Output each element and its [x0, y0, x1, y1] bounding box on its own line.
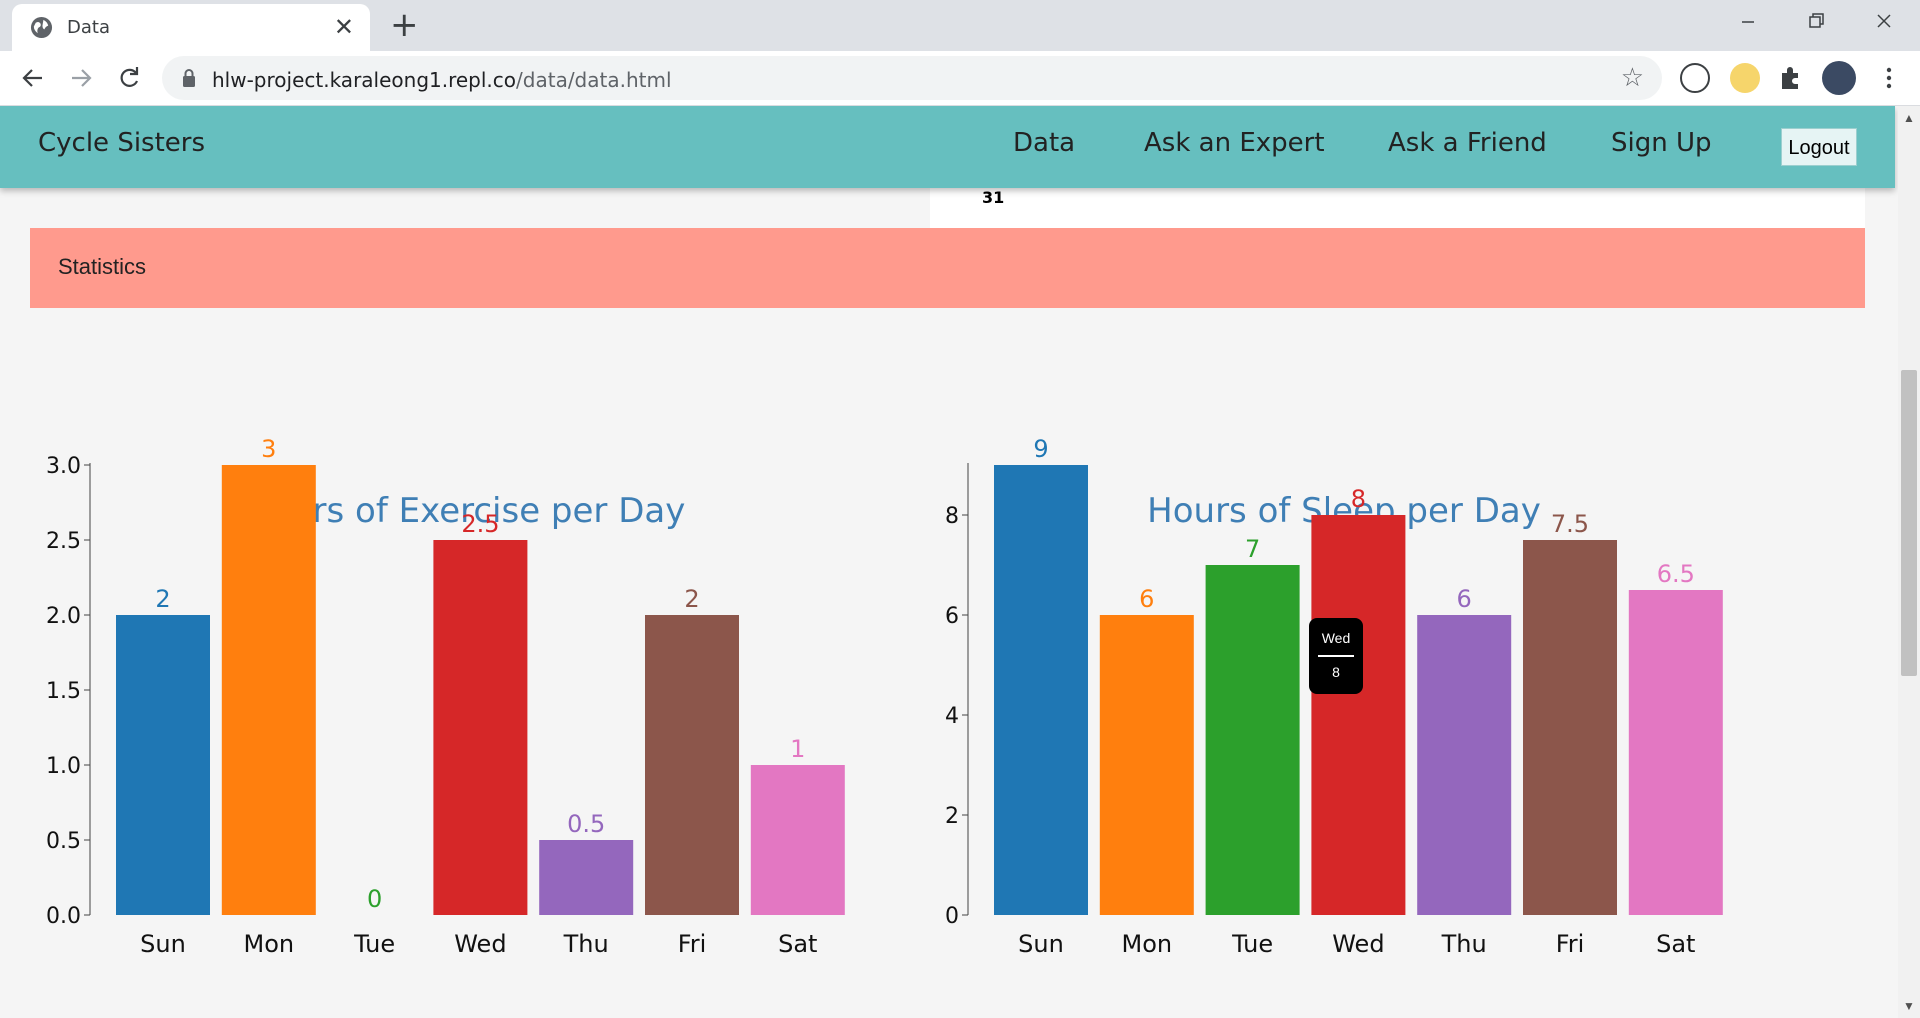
address-bar[interactable]: hlw-project.karaleong1.repl.co/data/data… [162, 56, 1662, 100]
bar-wed[interactable] [1311, 515, 1406, 915]
y-tick-label: 1.0 [46, 754, 81, 779]
extensions-icon[interactable] [1776, 63, 1806, 93]
statistics-title: Statistics [58, 254, 147, 279]
globe-icon [30, 16, 53, 39]
bar-value-label: 2 [155, 585, 170, 613]
y-tick-label: 4 [945, 704, 959, 729]
bar-fri[interactable] [1523, 540, 1617, 915]
logout-button[interactable]: Logout [1781, 128, 1857, 166]
sleep-chart: Hours of Sleep per Day024689Sun6Mon7Tue8… [945, 435, 1723, 958]
y-tick-label: 3.0 [46, 454, 81, 479]
close-window-icon[interactable] [1864, 8, 1904, 36]
y-tick-label: 0.5 [46, 829, 81, 854]
tooltip-value: 8 [1332, 664, 1340, 680]
x-tick-label: Sun [1018, 930, 1064, 958]
scroll-up-icon[interactable]: ▲ [1903, 111, 1915, 125]
page-scrollbar[interactable]: ▲ ▼ [1898, 106, 1920, 1018]
bar-mon[interactable] [221, 465, 316, 915]
x-tick-label: Mon [1121, 930, 1172, 958]
restore-icon[interactable] [1796, 8, 1836, 36]
bar-thu[interactable] [539, 840, 634, 915]
bar-tooltip: Wed 8 [1309, 618, 1363, 694]
x-tick-label: Thu [1441, 930, 1487, 958]
bar-value-label: 9 [1033, 435, 1048, 463]
x-tick-label: Fri [678, 930, 707, 958]
bar-sat[interactable] [750, 765, 845, 915]
nav-link-ask-expert[interactable]: Ask an Expert [1144, 128, 1325, 158]
exercise-chart: Hours of Exercise per Day 0.0 0.5 1.0 1.5 2.0… [46, 435, 845, 958]
star-icon[interactable]: ☆ [1620, 63, 1644, 93]
bar-value-label: 6 [1139, 585, 1154, 613]
y-tick-label: 2.5 [46, 529, 81, 554]
x-tick-label: Sat [1656, 930, 1695, 958]
menu-icon[interactable] [1872, 61, 1906, 95]
scroll-thumb[interactable] [1901, 370, 1917, 676]
nav-link-data[interactable]: Data [1013, 128, 1076, 158]
browser-tab-strip: Data ✕ + [0, 0, 1920, 51]
page-viewport: 31 Cycle Sisters Data Ask an Expert Ask … [0, 106, 1898, 1018]
back-icon[interactable] [16, 61, 50, 95]
bar-value-label: 6 [1457, 585, 1472, 613]
url-text: hlw-project.karaleong1.repl.co/data/data… [212, 68, 672, 92]
y-tick-label: 2 [945, 804, 959, 829]
x-tick-label: Wed [454, 930, 506, 958]
brand-logo[interactable]: Cycle Sisters [38, 128, 206, 158]
reload-icon[interactable] [112, 61, 146, 95]
browser-tab[interactable]: Data ✕ [12, 4, 370, 51]
site-navbar: Cycle Sisters Data Ask an Expert Ask a F… [0, 106, 1895, 188]
x-tick-label: Tue [1231, 930, 1273, 958]
y-tick-label: 1.5 [46, 679, 81, 704]
bar-tue[interactable] [1205, 565, 1300, 915]
y-tick-label: 0.0 [46, 904, 81, 929]
bar-sat[interactable] [1628, 590, 1723, 915]
forward-icon[interactable] [64, 61, 98, 95]
url-host: hlw-project.karaleong1.repl.co [212, 68, 517, 92]
bar-value-label: 6.5 [1657, 560, 1695, 588]
url-path: /data/data.html [516, 68, 672, 92]
bar-value-label: 2.5 [461, 510, 499, 538]
bar-value-label: 8 [1351, 485, 1366, 513]
x-tick-label: Thu [563, 930, 609, 958]
x-tick-label: Fri [1556, 930, 1585, 958]
bar-mon[interactable] [1099, 615, 1194, 915]
y-tick-label: 6 [945, 604, 959, 629]
tooltip-divider [1318, 655, 1354, 657]
tab-close-icon[interactable]: ✕ [333, 13, 354, 41]
bar-sun[interactable] [116, 615, 210, 915]
tab-title: Data [67, 17, 110, 38]
x-tick-label: Tue [353, 930, 395, 958]
y-tick-label: 0 [945, 904, 959, 929]
bar-fri[interactable] [645, 615, 739, 915]
minimize-icon[interactable] [1728, 8, 1768, 36]
extension-icon[interactable] [1680, 63, 1710, 93]
x-tick-label: Wed [1332, 930, 1384, 958]
bar-value-label: 7 [1245, 535, 1260, 563]
nav-link-sign-up[interactable]: Sign Up [1611, 128, 1712, 158]
bar-thu[interactable] [1417, 615, 1512, 915]
new-tab-button[interactable]: + [390, 5, 419, 45]
extension-sun-icon[interactable] [1730, 63, 1760, 93]
bar-value-label: 2 [684, 585, 699, 613]
calendar-day[interactable]: 31 [982, 188, 1005, 207]
tooltip-label: Wed [1321, 630, 1351, 646]
y-tick-label: 2.0 [46, 604, 81, 629]
bar-value-label: 1 [790, 735, 805, 763]
x-tick-label: Mon [243, 930, 294, 958]
lock-icon [183, 69, 195, 87]
bar-wed[interactable] [433, 540, 528, 915]
statistics-header: Statistics [30, 228, 1865, 308]
profile-avatar[interactable] [1822, 61, 1856, 95]
y-tick-label: 8 [945, 504, 959, 529]
x-tick-label: Sat [778, 930, 817, 958]
nav-link-ask-friend[interactable]: Ask a Friend [1388, 128, 1547, 158]
bar-value-label: 0.5 [567, 810, 605, 838]
bar-value-label: 7.5 [1551, 510, 1589, 538]
x-tick-label: Sun [140, 930, 186, 958]
bar-sun[interactable] [994, 465, 1088, 915]
bar-value-label: 0 [367, 885, 382, 913]
scroll-down-icon[interactable]: ▼ [1903, 999, 1915, 1013]
browser-toolbar: hlw-project.karaleong1.repl.co/data/data… [0, 51, 1920, 106]
chart-title: Hours of Exercise per Day [245, 491, 686, 531]
bar-value-label: 3 [261, 435, 276, 463]
